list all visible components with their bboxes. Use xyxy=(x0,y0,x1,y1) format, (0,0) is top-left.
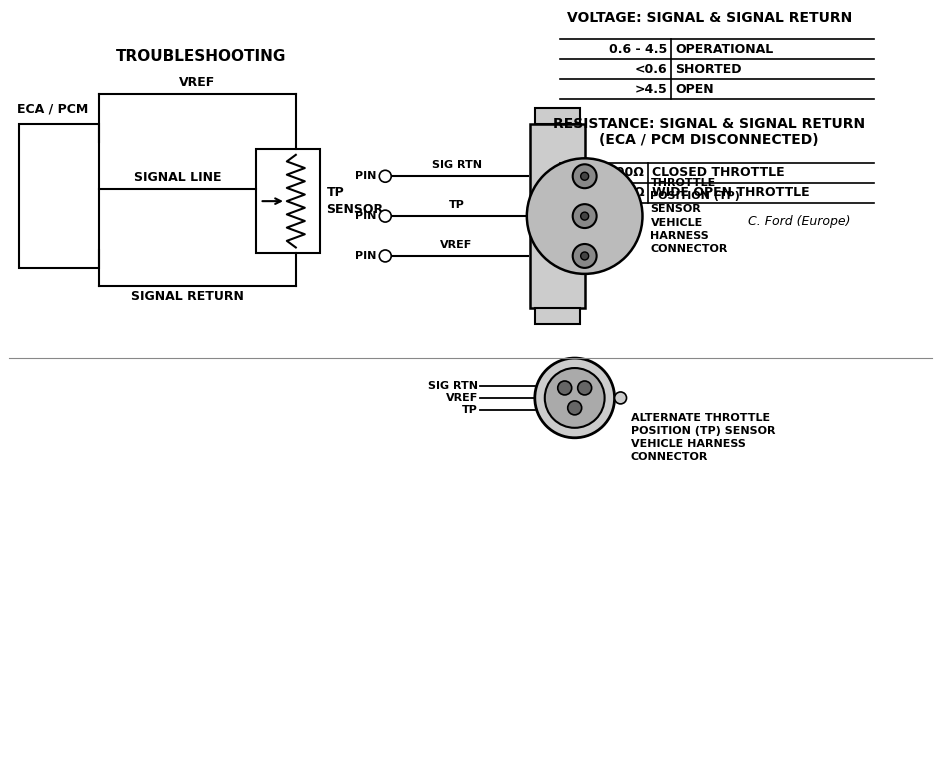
Text: VOLTAGE: SIGNAL & SIGNAL RETURN: VOLTAGE: SIGNAL & SIGNAL RETURN xyxy=(566,11,852,25)
Bar xyxy=(256,149,321,253)
Text: THROTTLE
POSITION (TP)
SENSOR
VEHICLE
HARNESS
CONNECTOR: THROTTLE POSITION (TP) SENSOR VEHICLE HA… xyxy=(650,178,741,254)
Circle shape xyxy=(573,244,597,268)
Text: WIDE OPEN THROTTLE: WIDE OPEN THROTTLE xyxy=(652,186,810,199)
Bar xyxy=(530,124,584,309)
Text: RESISTANCE: SIGNAL & SIGNAL RETURN
(ECA / PCM DISCONNECTED): RESISTANCE: SIGNAL & SIGNAL RETURN (ECA … xyxy=(553,117,866,147)
Bar xyxy=(534,108,580,124)
Circle shape xyxy=(581,252,589,260)
Circle shape xyxy=(573,204,597,228)
Text: >4.5: >4.5 xyxy=(634,83,667,96)
Circle shape xyxy=(573,164,597,188)
Circle shape xyxy=(379,171,391,182)
Text: PIN: PIN xyxy=(356,171,376,181)
Text: CLOSED THROTTLE: CLOSED THROTTLE xyxy=(652,166,785,179)
Text: VREF: VREF xyxy=(180,76,215,89)
Text: ECA / PCM: ECA / PCM xyxy=(17,103,88,116)
Text: SIG RTN: SIG RTN xyxy=(432,160,482,171)
Circle shape xyxy=(581,172,589,180)
Text: SIGNAL LINE: SIGNAL LINE xyxy=(134,171,221,184)
Text: SIGNAL RETURN: SIGNAL RETURN xyxy=(131,290,244,303)
Text: TP
SENSOR: TP SENSOR xyxy=(327,186,384,216)
Circle shape xyxy=(545,368,605,428)
Circle shape xyxy=(614,392,627,404)
Text: OPEN: OPEN xyxy=(676,83,714,96)
Circle shape xyxy=(534,358,614,438)
Text: C. Ford (Europe): C. Ford (Europe) xyxy=(748,215,851,227)
Circle shape xyxy=(527,158,643,274)
Text: 700Ω: 700Ω xyxy=(608,166,645,179)
Text: TROUBLESHOOTING: TROUBLESHOOTING xyxy=(116,49,286,64)
Text: TP: TP xyxy=(462,405,478,415)
Text: PIN: PIN xyxy=(356,211,376,221)
Circle shape xyxy=(558,381,572,395)
Bar xyxy=(20,124,99,268)
Text: 3.9 KΩ: 3.9 KΩ xyxy=(598,186,645,199)
Circle shape xyxy=(379,210,391,222)
Bar xyxy=(534,309,580,324)
Circle shape xyxy=(581,212,589,220)
Text: SHORTED: SHORTED xyxy=(676,63,742,76)
Circle shape xyxy=(567,401,582,415)
Text: 0.6 - 4.5: 0.6 - 4.5 xyxy=(609,42,667,55)
Text: TP: TP xyxy=(449,200,465,210)
Circle shape xyxy=(379,250,391,262)
Text: SIG RTN: SIG RTN xyxy=(428,381,478,391)
Text: <0.6: <0.6 xyxy=(635,63,667,76)
Text: VREF: VREF xyxy=(446,393,478,403)
Text: PIN: PIN xyxy=(356,251,376,261)
Text: VREF: VREF xyxy=(440,240,472,250)
Circle shape xyxy=(578,381,592,395)
Text: OPERATIONAL: OPERATIONAL xyxy=(676,42,774,55)
Text: ALTERNATE THROTTLE
POSITION (TP) SENSOR
VEHICLE HARNESS
CONNECTOR: ALTERNATE THROTTLE POSITION (TP) SENSOR … xyxy=(630,413,775,462)
